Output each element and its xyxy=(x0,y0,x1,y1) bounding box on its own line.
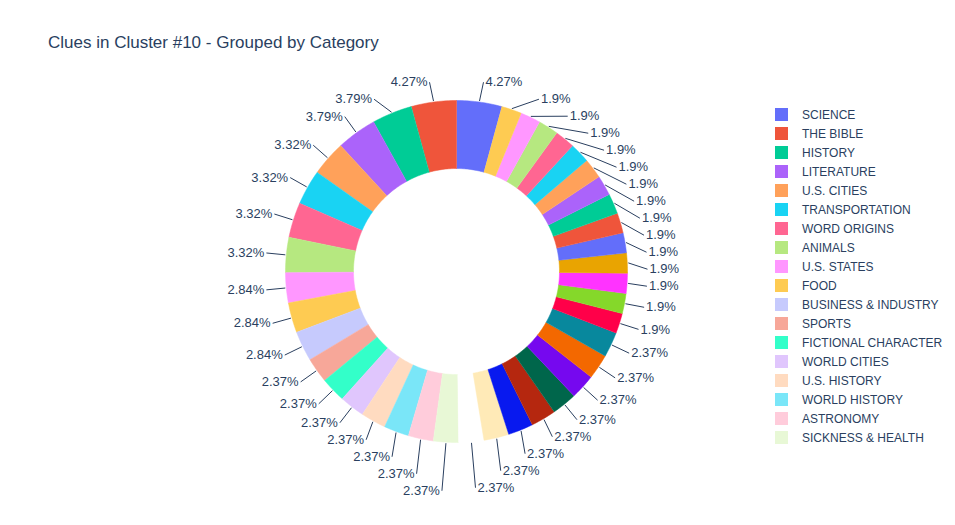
svg-text:4.27%: 4.27% xyxy=(391,74,428,89)
svg-text:2.37%: 2.37% xyxy=(477,480,514,495)
svg-text:2.37%: 2.37% xyxy=(631,345,668,360)
html-text:ASTRONOMY: ASTRONOMY xyxy=(802,411,880,426)
html-text:SICKNESS & HEALTH: SICKNESS & HEALTH xyxy=(802,430,924,445)
html-text:ANIMALS: ANIMALS xyxy=(802,240,855,255)
svg-text:2.37%: 2.37% xyxy=(353,449,390,464)
html-text:WORLD CITIES: WORLD CITIES xyxy=(802,354,889,369)
html-text:BUSINESS & INDUSTRY: BUSINESS & INDUSTRY xyxy=(802,297,939,312)
svg-text:2.84%: 2.84% xyxy=(234,315,271,330)
svg-text:1.9%: 1.9% xyxy=(646,299,676,314)
svg-text:1.9%: 1.9% xyxy=(642,210,672,225)
svg-text:2.84%: 2.84% xyxy=(228,282,265,297)
svg-text:3.32%: 3.32% xyxy=(228,245,265,260)
svg-text:2.37%: 2.37% xyxy=(579,412,616,427)
svg-text:1.9%: 1.9% xyxy=(646,227,676,242)
svg-text:2.37%: 2.37% xyxy=(378,466,415,481)
svg-text:1.9%: 1.9% xyxy=(570,108,600,123)
svg-text:1.9%: 1.9% xyxy=(619,159,649,174)
svg-text:4.27%: 4.27% xyxy=(485,74,522,89)
svg-text:1.9%: 1.9% xyxy=(649,278,679,293)
html-text:U.S. CITIES: U.S. CITIES xyxy=(802,183,868,198)
svg-text:3.79%: 3.79% xyxy=(335,91,372,106)
svg-text:2.37%: 2.37% xyxy=(503,463,540,478)
svg-text:3.32%: 3.32% xyxy=(251,170,288,185)
html-text:SCIENCE: SCIENCE xyxy=(802,107,856,122)
html-text:HISTORY: HISTORY xyxy=(802,145,855,160)
svg-text:3.32%: 3.32% xyxy=(274,137,311,152)
html-text:U.S. HISTORY: U.S. HISTORY xyxy=(802,373,882,388)
html-text:Clues in Cluster #10 - Grouped: Clues in Cluster #10 - Grouped by Catego… xyxy=(48,33,379,52)
svg-text:1.9%: 1.9% xyxy=(628,176,658,191)
svg-text:1.9%: 1.9% xyxy=(649,261,679,276)
svg-text:1.9%: 1.9% xyxy=(541,91,571,106)
svg-text:2.37%: 2.37% xyxy=(280,396,317,411)
svg-text:2.37%: 2.37% xyxy=(327,432,364,447)
svg-text:2.84%: 2.84% xyxy=(246,347,283,362)
svg-text:2.37%: 2.37% xyxy=(403,483,440,498)
svg-text:1.9%: 1.9% xyxy=(590,125,620,140)
svg-text:1.9%: 1.9% xyxy=(606,142,636,157)
svg-text:2.37%: 2.37% xyxy=(617,370,654,385)
html-text:U.S. STATES: U.S. STATES xyxy=(802,259,874,274)
svg-text:2.37%: 2.37% xyxy=(527,446,564,461)
svg-text:2.37%: 2.37% xyxy=(262,374,299,389)
svg-text:2.37%: 2.37% xyxy=(554,429,591,444)
html-text:SPORTS: SPORTS xyxy=(802,316,852,331)
svg-text:1.9%: 1.9% xyxy=(636,193,666,208)
svg-text:1.9%: 1.9% xyxy=(649,244,679,259)
html-text:FOOD: FOOD xyxy=(802,278,837,293)
svg-text:1.9%: 1.9% xyxy=(641,322,671,337)
html-text:TRANSPORTATION: TRANSPORTATION xyxy=(802,202,911,217)
html-text:FICTIONAL CHARACTER: FICTIONAL CHARACTER xyxy=(802,335,943,350)
html-text:THE BIBLE: THE BIBLE xyxy=(802,126,864,141)
svg-text:3.79%: 3.79% xyxy=(306,109,343,124)
html-text:LITERATURE: LITERATURE xyxy=(802,164,876,179)
html-text:WORD ORIGINS: WORD ORIGINS xyxy=(802,221,894,236)
svg-text:2.37%: 2.37% xyxy=(301,415,338,430)
svg-text:2.37%: 2.37% xyxy=(600,392,637,407)
html-text:WORLD HISTORY: WORLD HISTORY xyxy=(802,392,903,407)
svg-text:3.32%: 3.32% xyxy=(235,206,272,221)
